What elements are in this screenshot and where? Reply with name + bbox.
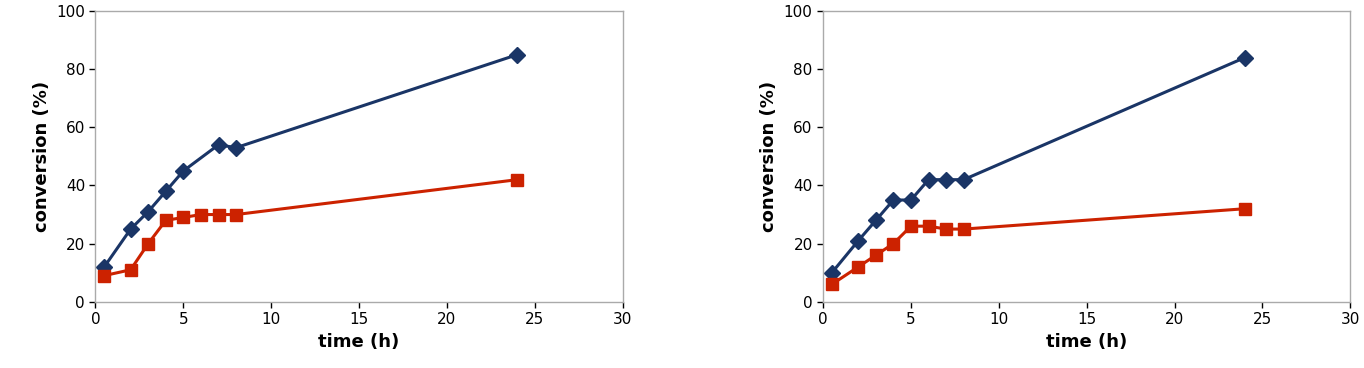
X-axis label: time (h): time (h) [1046,333,1128,351]
Y-axis label: conversion (%): conversion (%) [760,81,779,232]
Y-axis label: conversion (%): conversion (%) [33,81,50,232]
X-axis label: time (h): time (h) [318,333,400,351]
